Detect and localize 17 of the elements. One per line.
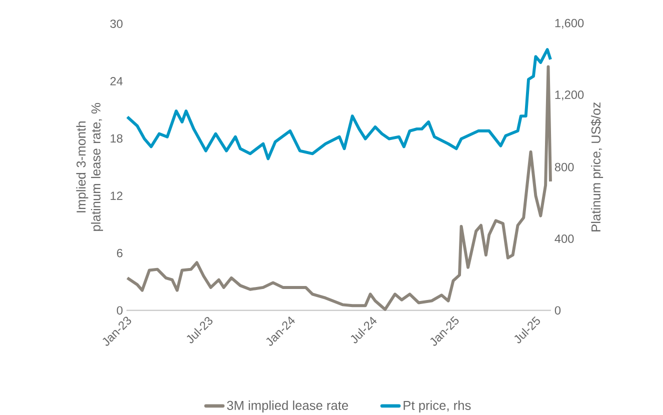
y2-axis-title: Platinum price, US$/oz: [590, 102, 604, 232]
y-tick-label: 24: [110, 76, 123, 86]
y-tick-label: 0: [116, 306, 123, 314]
y2-tick-label: 1,200: [555, 90, 584, 100]
y-tick-label: 30: [110, 19, 123, 28]
y2-tick-label: 1,600: [555, 18, 584, 29]
y-tick-label: 18: [110, 134, 122, 143]
line-series: [126, 65, 552, 311]
y-tick-label: 6: [117, 248, 122, 258]
y2-tick-label: 800: [554, 162, 574, 172]
y-tick-label: 12: [110, 192, 122, 200]
line-series: [126, 48, 552, 160]
y-axis-title: Implied 3-month platinum lease rate, %: [76, 102, 104, 231]
legend-label: 3M implied lease rate: [227, 400, 348, 412]
y2-tick-label: 0: [554, 306, 561, 314]
legend-label: Pt price, rhs: [404, 400, 471, 412]
y2-tick-label: 400: [554, 234, 574, 243]
